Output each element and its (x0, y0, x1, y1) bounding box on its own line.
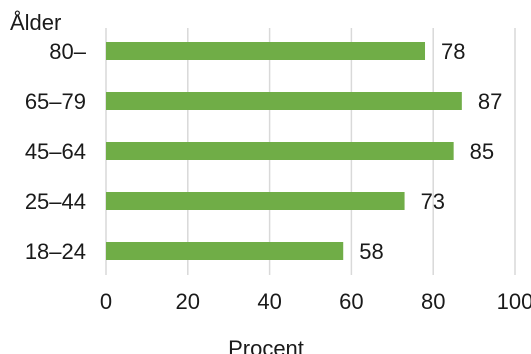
bar-2 (106, 142, 454, 160)
bar-0 (106, 42, 426, 60)
value-label-1: 87 (478, 89, 502, 114)
bars (106, 42, 462, 260)
x-tick-label-100: 100 (497, 289, 531, 314)
bar-1 (106, 92, 462, 110)
x-tick-label-60: 60 (339, 289, 363, 314)
x-tick-label-0: 0 (100, 289, 112, 314)
x-tick-label-40: 40 (257, 289, 281, 314)
category-axis-title: Ålder (10, 10, 61, 35)
category-label-4: 18–24 (25, 239, 86, 264)
value-label-4: 58 (359, 239, 383, 264)
category-label-1: 65–79 (25, 89, 86, 114)
x-tick-label-80: 80 (421, 289, 445, 314)
bar-4 (106, 242, 344, 260)
value-label-2: 85 (470, 139, 494, 164)
category-label-0: 80– (49, 39, 86, 64)
category-label-2: 45–64 (25, 139, 86, 164)
category-labels: 80– 65–79 45–64 25–44 18–24 (25, 39, 87, 264)
bar-3 (106, 192, 405, 210)
value-labels: 78 87 85 73 58 (359, 39, 502, 264)
value-label-0: 78 (441, 39, 465, 64)
value-label-3: 73 (421, 189, 445, 214)
category-label-3: 25–44 (25, 189, 86, 214)
x-tick-label-20: 20 (176, 289, 200, 314)
x-tick-labels: 0 20 40 60 80 100 (100, 289, 531, 314)
x-axis-title: Procent (228, 336, 304, 354)
